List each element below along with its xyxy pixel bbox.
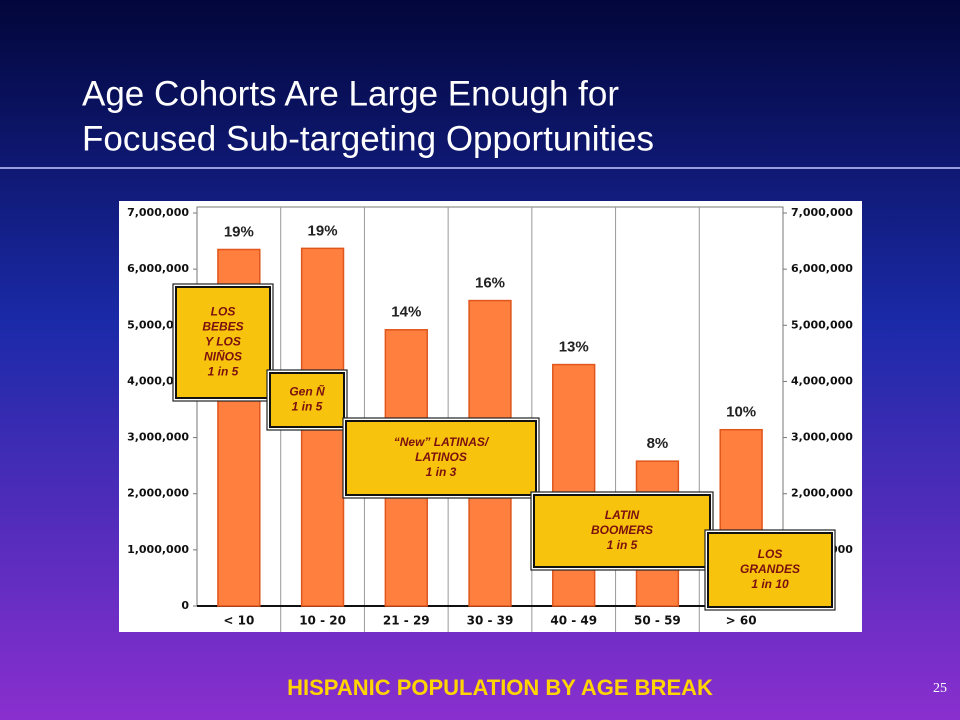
x-tick-label: 10 - 20 xyxy=(299,614,346,628)
callout-text: BOOMERS xyxy=(591,523,653,537)
callout xyxy=(175,286,271,399)
caption: HISPANIC POPULATION BY AGE BREAK xyxy=(287,675,713,700)
callout-text: LATIN xyxy=(605,508,640,522)
callout-text: Gen Ñ xyxy=(289,384,325,399)
callout-text: BEBES xyxy=(202,320,243,334)
callout-text: “New” LATINAS/ xyxy=(394,435,490,449)
percent-label: 19% xyxy=(308,222,338,239)
x-tick-label: 40 - 49 xyxy=(550,614,597,628)
percent-label: 10% xyxy=(726,404,756,421)
callout-text: GRANDES xyxy=(740,562,800,576)
title-line: Age Cohorts Are Large Enough for xyxy=(82,74,619,113)
y2-tick-label: 2,000,000 xyxy=(791,487,853,500)
x-tick-label: 50 - 59 xyxy=(634,614,681,628)
slide-number: 25 xyxy=(933,681,947,696)
y2-tick-label: 6,000,000 xyxy=(791,262,853,275)
y-tick-label: 1,000,000 xyxy=(127,543,189,556)
y-tick-label: 2,000,000 xyxy=(127,487,189,500)
y-tick-label: 6,000,000 xyxy=(127,262,189,275)
x-tick-label: 30 - 39 xyxy=(467,614,514,628)
chart: 0 1,000,000 2,000,000 3,000,000 4,000,000 5,0… xyxy=(127,206,853,632)
callout-text: LATINOS xyxy=(415,450,467,464)
y2-tick-label: 3,000,000 xyxy=(791,431,853,444)
callout xyxy=(707,532,833,608)
y-tick-label: 7,000,000 xyxy=(127,206,189,219)
callout-text: Y LOS xyxy=(205,335,241,349)
x-tick-label: < 10 xyxy=(223,614,254,628)
callout-text: 1 in 5 xyxy=(208,365,239,379)
x-tick-label: 21 - 29 xyxy=(383,614,430,628)
callout xyxy=(533,494,711,568)
callout-text: 1 in 5 xyxy=(292,400,323,414)
percent-label: 19% xyxy=(224,223,254,240)
title-line: Focused Sub-targeting Opportunities xyxy=(82,119,654,158)
percent-label: 14% xyxy=(391,304,421,321)
y-tick-label: 0 xyxy=(181,599,189,612)
callout xyxy=(345,420,537,496)
y2-tick-label: 5,000,000 xyxy=(791,318,853,331)
callout xyxy=(269,372,345,428)
percent-label: 8% xyxy=(647,435,669,452)
percent-label: 13% xyxy=(559,339,589,356)
y-tick-label: 3,000,000 xyxy=(127,431,189,444)
y2-tick-label: 4,000,000 xyxy=(791,374,853,387)
callout-text: 1 in 5 xyxy=(607,538,638,552)
percent-label: 16% xyxy=(475,275,505,292)
callout-text: NIÑOS xyxy=(204,349,242,364)
callout-text: 1 in 3 xyxy=(426,465,457,479)
y2-tick-label: 7,000,000 xyxy=(791,206,853,219)
callout-text: LOS xyxy=(211,305,236,319)
callout-text: LOS xyxy=(758,547,783,561)
callout-text: 1 in 10 xyxy=(751,577,789,591)
x-tick-label: > 60 xyxy=(726,614,757,628)
